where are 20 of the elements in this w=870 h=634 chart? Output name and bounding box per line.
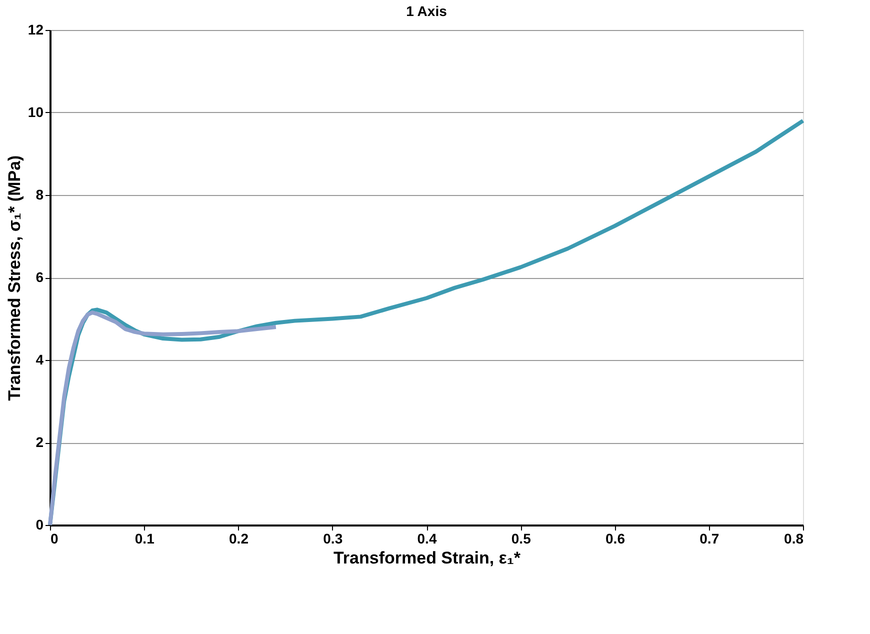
y-axis-title: Transformed Stress, σ₁* (MPa): [4, 155, 24, 401]
x-tick-label: 0.2: [229, 530, 249, 546]
x-tick-label: 0: [50, 530, 58, 546]
x-axis-title: Transformed Strain, ε₁*: [333, 548, 521, 568]
x-tick-label: 0.7: [700, 530, 720, 546]
y-tick-label: 4: [36, 352, 44, 368]
y-tick-label: 2: [36, 434, 44, 450]
x-tick-label: 0.3: [323, 530, 343, 546]
x-tick-label: 0.8: [784, 530, 804, 546]
chart-title: 1 Axis: [406, 3, 448, 19]
y-tick-label: 6: [36, 269, 44, 285]
y-tick-label: 0: [36, 516, 44, 532]
x-tick-label: 0.1: [134, 530, 155, 546]
x-tick-label: 0.5: [511, 530, 532, 546]
x-tick-label: 0.6: [606, 530, 626, 546]
line-series: [48, 310, 278, 527]
x-tick-label: 0.4: [417, 530, 437, 546]
y-tick-label: 8: [36, 186, 44, 202]
y-tick-label: 12: [28, 22, 44, 38]
y-tick-label: 10: [28, 104, 44, 120]
